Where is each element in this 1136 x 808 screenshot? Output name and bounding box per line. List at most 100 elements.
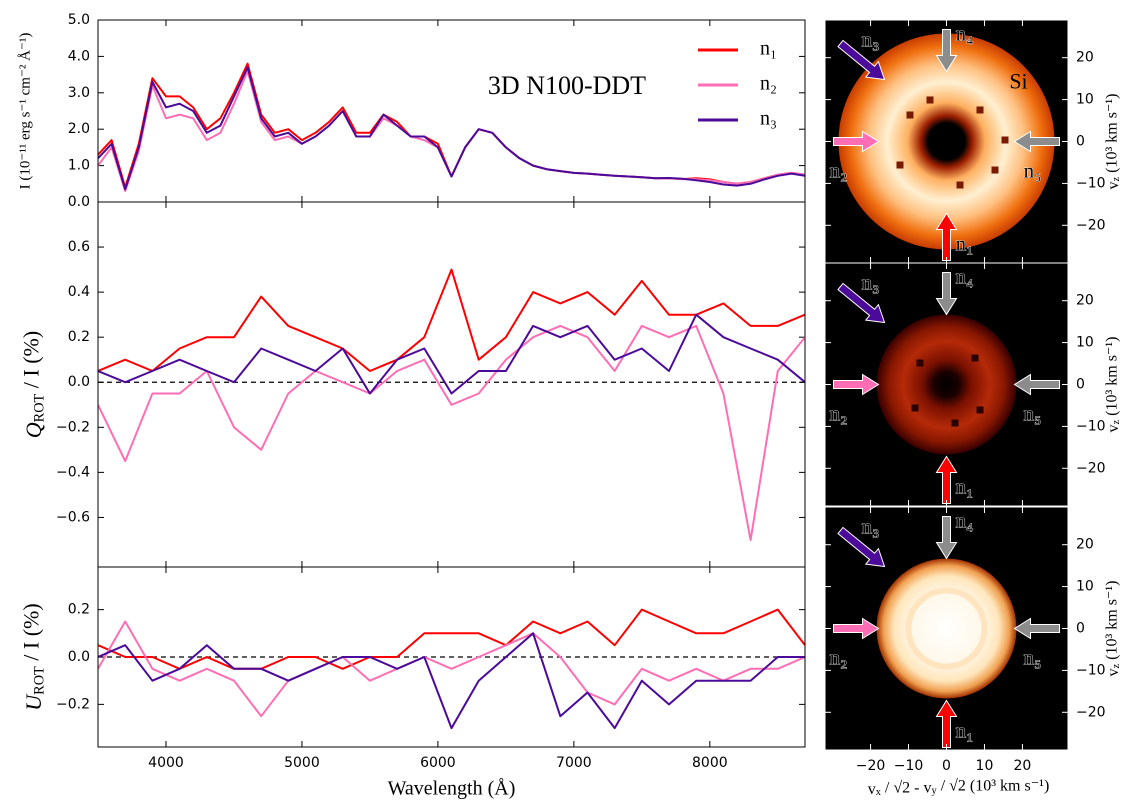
abundance-map xyxy=(876,558,1017,699)
series-group xyxy=(98,608,805,730)
label-part: z xyxy=(1112,664,1123,669)
label-part: U xyxy=(21,693,46,711)
y-tick-label: 0.6 xyxy=(68,239,90,255)
x-tick-label: 5000 xyxy=(284,755,320,771)
y-tick-label: 3.0 xyxy=(68,85,90,101)
label-part: v xyxy=(1105,182,1122,190)
map-ring xyxy=(905,587,988,670)
y-tick-label: −0.2 xyxy=(56,696,90,712)
label-part: v xyxy=(1105,425,1122,433)
series-line xyxy=(98,620,805,718)
direction-arrow xyxy=(935,272,958,316)
y-tick-label: −10 xyxy=(1076,175,1106,191)
image-panel: n₁ n₂ n₃ n₄ n₅ Ca xyxy=(825,263,1068,506)
map-pixel xyxy=(906,111,914,119)
y-axis-label: UROT / I (%) xyxy=(19,603,48,710)
label-part: z xyxy=(1112,177,1123,182)
map-pixel xyxy=(916,359,924,367)
map-pixel xyxy=(896,161,904,169)
legend-label: n₂ xyxy=(760,73,777,95)
label-part: ROT xyxy=(32,666,48,695)
y-tick-label: 20 xyxy=(1076,293,1094,309)
y-axis-label: vz (10³ km s⁻¹) xyxy=(1103,94,1123,190)
map-pixel xyxy=(971,354,979,362)
x-axis-label: vx / √2 - vy / √2 (10³ km s⁻¹) xyxy=(868,777,1050,798)
direction-arrow xyxy=(935,29,958,73)
map-pixel xyxy=(956,181,964,189)
map-pixel xyxy=(976,106,984,114)
map-pixel xyxy=(1001,136,1009,144)
image-panel: n₁ n₂ n₃ n₄ n₅ Si xyxy=(825,20,1068,263)
y-tick-label: −10 xyxy=(1076,418,1106,434)
y-tick-label: 10 xyxy=(1076,92,1094,108)
series-group xyxy=(98,62,805,193)
y-tick-label: 2.0 xyxy=(68,121,90,137)
map-group xyxy=(876,314,1017,455)
y-tick-label: −0.2 xyxy=(56,419,90,435)
direction-arrow xyxy=(935,699,958,748)
y-axis-label: QROT / I (%) xyxy=(19,331,48,438)
label-part: z xyxy=(1112,420,1123,425)
label-part: v xyxy=(1105,669,1122,677)
direction-arrow xyxy=(1013,373,1060,396)
element-label: Ca xyxy=(1006,312,1031,337)
direction-arrow xyxy=(837,282,886,324)
label-part: v xyxy=(868,781,876,798)
y-tick-label: 0.0 xyxy=(68,374,90,390)
abundance-map xyxy=(876,314,1017,455)
label-part: / √2 - v xyxy=(881,779,932,796)
label-part: (10³ km s⁻¹) xyxy=(1103,94,1120,177)
direction-label: n₃ xyxy=(862,27,880,51)
direction-label: n₁ xyxy=(956,474,974,498)
y-tick-label: −20 xyxy=(1076,460,1106,476)
direction-label: n₄ xyxy=(956,508,974,532)
series-group xyxy=(98,268,805,541)
plot-frame xyxy=(97,566,806,748)
direction-label: n₅ xyxy=(1024,158,1042,182)
x-tick-label: −10 xyxy=(894,758,924,774)
x-tick-label: 7000 xyxy=(556,755,592,771)
abundance-map xyxy=(838,33,1055,250)
y-tick-label: −20 xyxy=(1076,704,1106,720)
label-part: ROT xyxy=(32,393,48,422)
direction-label: n₂ xyxy=(830,645,848,669)
label-part: / I (%) xyxy=(19,331,44,394)
direction-label: n₂ xyxy=(830,401,848,425)
direction-label: n₃ xyxy=(862,270,880,294)
y-tick-label: 0 xyxy=(1076,621,1085,637)
image-panel: n₁ n₂ n₃ n₄ n₅ IGEs xyxy=(825,507,1068,750)
y-tick-label: 5.0 xyxy=(68,12,90,28)
label-part: (10³ km s⁻¹) xyxy=(1103,337,1120,420)
y-tick-label: 10 xyxy=(1076,579,1094,595)
x-tick-label: 20 xyxy=(1014,758,1032,774)
legend-label: n₁ xyxy=(760,38,777,60)
x-tick-label: 6000 xyxy=(420,755,456,771)
direction-arrow xyxy=(837,39,886,81)
y-tick-label: 0.4 xyxy=(68,284,90,300)
legend-label: n₃ xyxy=(760,108,777,130)
panel-frame xyxy=(824,262,1069,507)
map-pixel xyxy=(991,166,999,174)
direction-label: n₃ xyxy=(862,514,880,538)
y-tick-label: 4.0 xyxy=(68,48,90,64)
y-tick-label: 0 xyxy=(1076,134,1085,150)
direction-arrow xyxy=(833,130,880,153)
x-tick-label: 0 xyxy=(942,758,951,774)
series-line xyxy=(98,268,805,372)
label-part: y xyxy=(931,786,937,797)
y-axis-label: vz (10³ km s⁻¹) xyxy=(1103,581,1123,677)
y-tick-label: 0.2 xyxy=(68,329,90,345)
chart-title: 3D N100-DDT xyxy=(488,71,646,100)
x-tick-label: −20 xyxy=(856,758,886,774)
label-part: Q xyxy=(21,422,46,438)
label-part: / √2 (10³ km s⁻¹) xyxy=(937,777,1050,794)
y-tick-label: −20 xyxy=(1076,217,1106,233)
direction-arrow xyxy=(1013,617,1060,640)
direction-label: n₅ xyxy=(1024,645,1042,669)
element-label: Si xyxy=(1009,69,1027,94)
series-line xyxy=(98,313,805,395)
y-tick-label: 20 xyxy=(1076,50,1094,66)
direction-label: n₂ xyxy=(830,158,848,182)
direction-arrow xyxy=(935,516,958,560)
y-tick-label: 0 xyxy=(1076,377,1085,393)
